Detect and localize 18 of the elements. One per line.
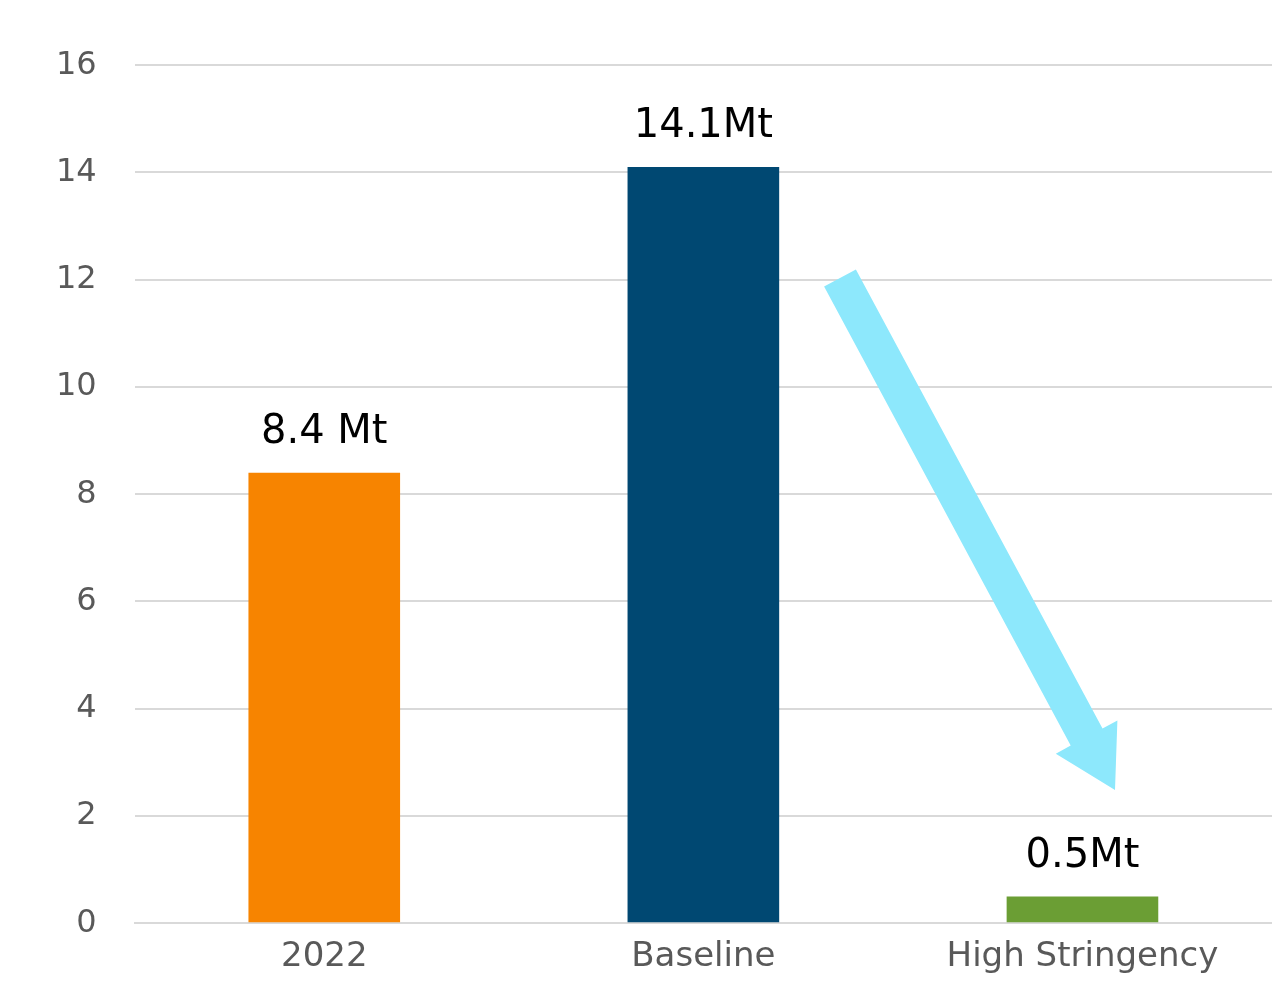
y-tick-label: 0 xyxy=(76,901,97,940)
bar xyxy=(248,472,401,923)
y-tick-label: 4 xyxy=(76,687,97,726)
data-label: 0.5Mt xyxy=(1025,829,1140,876)
y-tick-label: 2 xyxy=(76,794,97,833)
data-label: 14.1Mt xyxy=(633,100,773,147)
data-label: 8.4 Mt xyxy=(261,406,388,453)
y-tick-label: 14 xyxy=(56,150,97,189)
y-tick-label: 12 xyxy=(56,258,97,297)
x-tick-label: Baseline xyxy=(631,934,776,975)
y-tick-label: 8 xyxy=(76,472,97,511)
y-tick-label: 6 xyxy=(76,579,97,618)
x-tick-label: 2022 xyxy=(281,934,368,975)
bar xyxy=(627,167,780,923)
y-tick-label: 10 xyxy=(56,365,97,404)
x-tick-label: High Stringency xyxy=(946,934,1219,975)
bar xyxy=(1006,896,1159,923)
y-tick-label: 16 xyxy=(56,43,97,82)
